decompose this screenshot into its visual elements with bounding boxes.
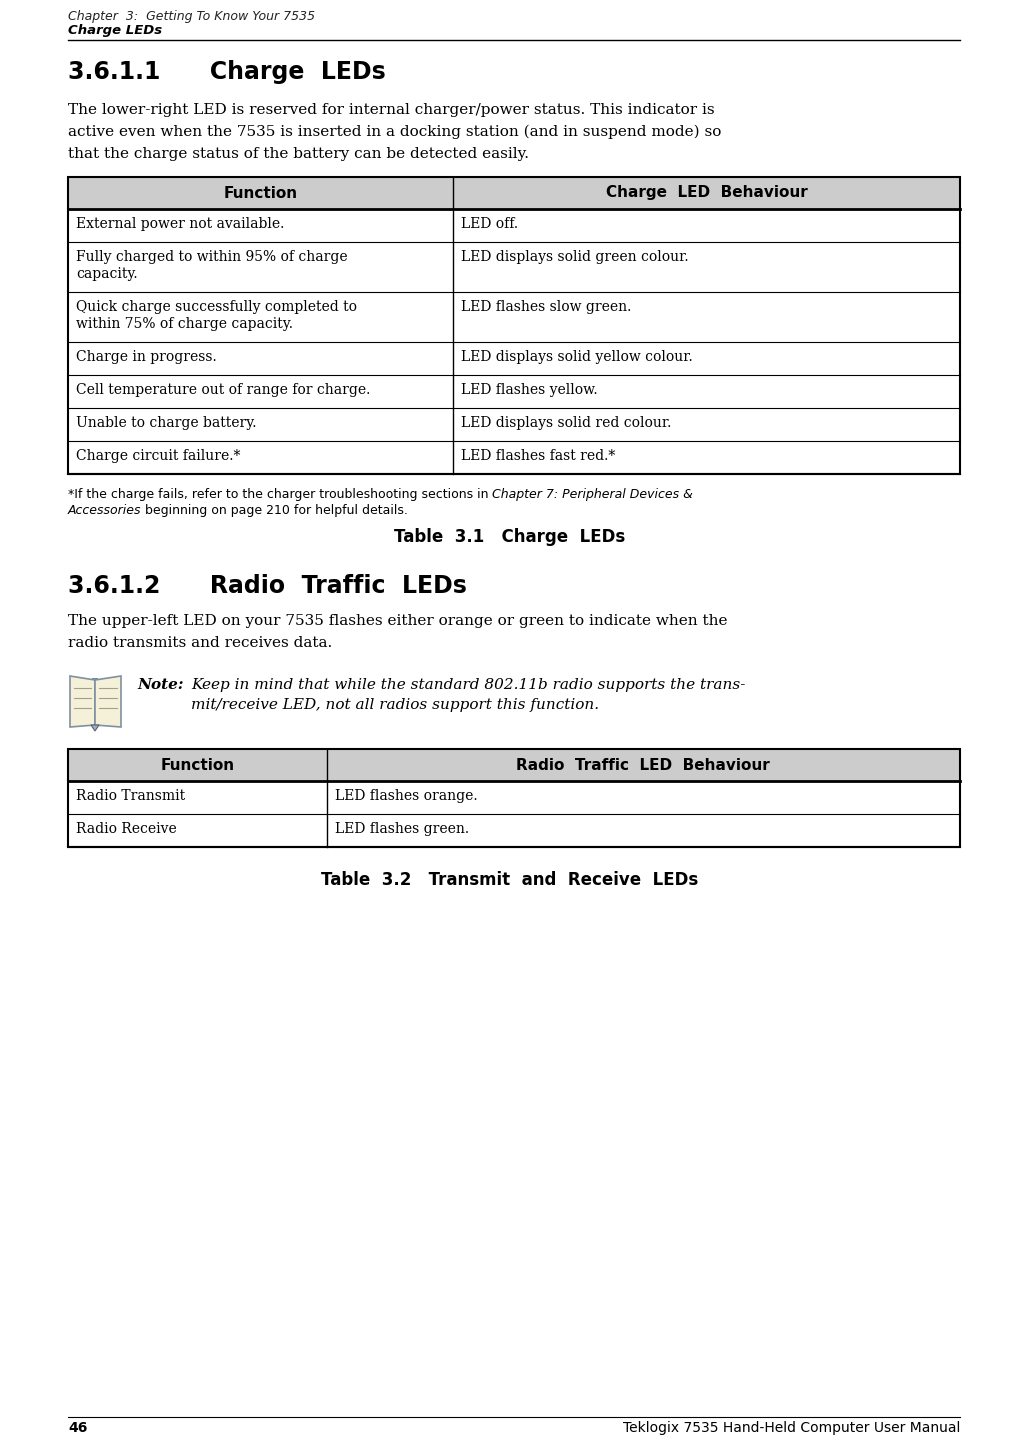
Text: active even when the 7535 is inserted in a docking station (and in suspend mode): active even when the 7535 is inserted in… xyxy=(68,125,721,139)
Text: mit/receive LED, not all radios support this function.: mit/receive LED, not all radios support … xyxy=(192,698,599,712)
Text: capacity.: capacity. xyxy=(76,267,138,281)
Text: Function: Function xyxy=(160,757,234,772)
Text: Charge circuit failure.*: Charge circuit failure.* xyxy=(76,448,240,463)
Bar xyxy=(92,678,98,727)
Text: Note:: Note: xyxy=(137,678,183,692)
Text: Charge in progress.: Charge in progress. xyxy=(76,350,217,364)
Text: *If the charge fails, refer to the charger troubleshooting sections in: *If the charge fails, refer to the charg… xyxy=(68,488,492,501)
Text: LED flashes slow green.: LED flashes slow green. xyxy=(462,300,632,313)
Text: LED displays solid red colour.: LED displays solid red colour. xyxy=(462,416,672,429)
Text: LED displays solid green colour.: LED displays solid green colour. xyxy=(462,250,689,264)
Text: Chapter  3:  Getting To Know Your 7535: Chapter 3: Getting To Know Your 7535 xyxy=(68,10,315,23)
Text: The upper-left LED on your 7535 flashes either orange or green to indicate when : The upper-left LED on your 7535 flashes … xyxy=(68,614,728,628)
Bar xyxy=(68,177,960,474)
Text: Charge  LED  Behaviour: Charge LED Behaviour xyxy=(606,186,807,200)
Text: The lower-right LED is reserved for internal charger/power status. This indicato: The lower-right LED is reserved for inte… xyxy=(68,103,714,118)
Text: Function: Function xyxy=(223,186,298,200)
Text: LED flashes fast red.*: LED flashes fast red.* xyxy=(462,448,615,463)
Text: LED flashes green.: LED flashes green. xyxy=(334,823,469,836)
Text: LED flashes yellow.: LED flashes yellow. xyxy=(462,383,598,398)
Polygon shape xyxy=(95,676,121,727)
Text: Quick charge successfully completed to: Quick charge successfully completed to xyxy=(76,300,357,313)
Bar xyxy=(68,749,960,847)
Polygon shape xyxy=(70,676,95,727)
Bar xyxy=(68,749,960,847)
Text: Accessories: Accessories xyxy=(68,503,142,517)
Text: Charge LEDs: Charge LEDs xyxy=(68,25,162,36)
Text: 3.6.1.2      Radio  Traffic  LEDs: 3.6.1.2 Radio Traffic LEDs xyxy=(68,575,467,598)
Text: radio transmits and receives data.: radio transmits and receives data. xyxy=(68,636,332,650)
Text: Radio Transmit: Radio Transmit xyxy=(76,789,185,802)
Text: Table  3.1   Charge  LEDs: Table 3.1 Charge LEDs xyxy=(394,528,625,546)
Text: Chapter 7: Peripheral Devices &: Chapter 7: Peripheral Devices & xyxy=(492,488,693,501)
Text: Cell temperature out of range for charge.: Cell temperature out of range for charge… xyxy=(76,383,370,398)
Bar xyxy=(68,177,960,474)
Text: LED displays solid yellow colour.: LED displays solid yellow colour. xyxy=(462,350,693,364)
Polygon shape xyxy=(91,726,99,731)
Bar xyxy=(68,749,960,781)
Text: LED off.: LED off. xyxy=(462,218,519,231)
Text: 46: 46 xyxy=(68,1421,88,1435)
Text: LED flashes orange.: LED flashes orange. xyxy=(334,789,477,802)
Text: Keep in mind that while the standard 802.11b radio supports the trans-: Keep in mind that while the standard 802… xyxy=(192,678,746,692)
Text: within 75% of charge capacity.: within 75% of charge capacity. xyxy=(76,316,293,331)
Text: Teklogix 7535 Hand-Held Computer User Manual: Teklogix 7535 Hand-Held Computer User Ma… xyxy=(623,1421,960,1435)
Text: beginning on page 210 for helpful details.: beginning on page 210 for helpful detail… xyxy=(142,503,409,517)
Text: that the charge status of the battery can be detected easily.: that the charge status of the battery ca… xyxy=(68,147,529,161)
Text: Radio Receive: Radio Receive xyxy=(76,823,176,836)
Text: Unable to charge battery.: Unable to charge battery. xyxy=(76,416,257,429)
Text: Radio  Traffic  LED  Behaviour: Radio Traffic LED Behaviour xyxy=(517,757,770,772)
Text: External power not available.: External power not available. xyxy=(76,218,284,231)
Text: Fully charged to within 95% of charge: Fully charged to within 95% of charge xyxy=(76,250,347,264)
Bar xyxy=(68,177,960,209)
Text: 3.6.1.1      Charge  LEDs: 3.6.1.1 Charge LEDs xyxy=(68,59,386,84)
Text: Table  3.2   Transmit  and  Receive  LEDs: Table 3.2 Transmit and Receive LEDs xyxy=(321,871,698,889)
